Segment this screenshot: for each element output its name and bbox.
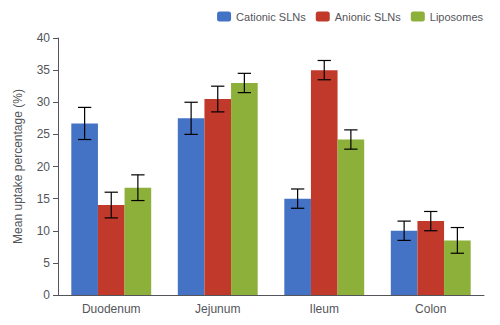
svg-text:5: 5 [43,256,50,270]
svg-text:15: 15 [37,192,51,206]
svg-text:35: 35 [37,63,51,77]
svg-text:Cationic SLNs: Cationic SLNs [236,11,306,23]
svg-text:20: 20 [37,160,51,174]
svg-text:30: 30 [37,95,51,109]
svg-text:Liposomes: Liposomes [430,11,484,23]
svg-text:Mean uptake percentage (%): Mean uptake percentage (%) [11,89,25,244]
svg-text:Ileum: Ileum [310,302,339,316]
svg-text:25: 25 [37,127,51,141]
svg-text:Duodenum: Duodenum [82,302,141,316]
svg-text:0: 0 [43,288,50,302]
svg-text:Jejunum: Jejunum [195,302,240,316]
svg-text:40: 40 [37,31,51,45]
svg-text:Anionic SLNs: Anionic SLNs [335,11,402,23]
svg-text:10: 10 [37,224,51,238]
svg-text:Colon: Colon [415,302,446,316]
